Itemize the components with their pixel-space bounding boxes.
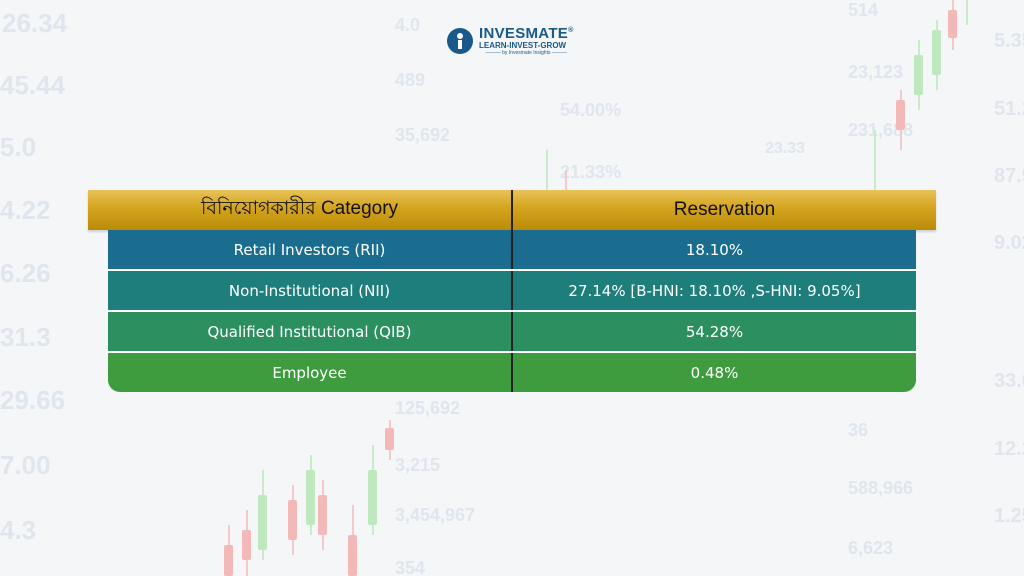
candle-red xyxy=(224,545,233,576)
bg-number: 5.0 xyxy=(0,132,37,162)
category-cell: Retail Investors (RII) xyxy=(108,230,513,269)
bg-number: 36 xyxy=(848,420,869,440)
bg-number: 1.25 xyxy=(994,505,1024,527)
bg-number: 87.9 xyxy=(994,165,1024,187)
candle-green xyxy=(914,55,923,95)
bg-number: 54.00% xyxy=(560,100,622,120)
table-row: Non-Institutional (NII) 27.14% [B-HNI: 1… xyxy=(108,271,916,312)
candle-green xyxy=(368,470,377,525)
candle-green xyxy=(258,495,267,550)
candle-red xyxy=(948,10,957,38)
bg-number: 6.26 xyxy=(0,258,51,288)
bg-number: 125,692 xyxy=(395,398,461,418)
bg-number: 31.3 xyxy=(0,322,51,352)
candle-red xyxy=(385,428,394,450)
header-reservation: Reservation xyxy=(673,199,776,220)
category-cell: Employee xyxy=(108,353,513,392)
candle-wick xyxy=(966,0,968,25)
bg-number: 4.0 xyxy=(395,15,421,35)
candle-red xyxy=(348,535,357,576)
bg-number: 6,623 xyxy=(848,538,894,558)
bg-number: 489 xyxy=(395,70,426,90)
bg-number: 4.22 xyxy=(0,195,51,225)
table-header: বিনিয়োগকারীর Category Reservation xyxy=(88,190,936,230)
bg-number: 5.35 xyxy=(994,30,1024,52)
bg-number: 23,123 xyxy=(848,62,904,82)
category-cell: Non-Institutional (NII) xyxy=(108,271,513,310)
reservation-cell: 18.10% xyxy=(685,240,744,259)
bg-number: 4.3 xyxy=(0,515,37,545)
reservation-cell: 27.14% [B-HNI: 18.10% ,S-HNI: 9.05%] xyxy=(568,281,861,300)
bg-number: 3,454,967 xyxy=(395,505,476,525)
candle-red xyxy=(896,100,905,130)
bg-number: 7.00 xyxy=(0,450,51,480)
invesmate-logo-icon xyxy=(447,28,473,54)
candle-red xyxy=(318,495,327,535)
reservation-cell: 54.28% xyxy=(685,322,744,341)
bg-number: 588,966 xyxy=(848,478,914,498)
table-row: Qualified Institutional (QIB) 54.28% xyxy=(108,312,916,353)
candle-wick xyxy=(565,170,567,190)
bg-number: 23.33 xyxy=(765,140,806,157)
candle-red xyxy=(288,500,297,540)
reservation-cell: 0.48% xyxy=(690,363,739,382)
header-category: বিনিয়োগকারীর Category xyxy=(88,190,513,230)
bg-number: 21.33% xyxy=(560,162,622,182)
bg-number: 29.66 xyxy=(0,385,66,415)
invesmate-logo: INVESMATE® LEARN-INVEST-GROW ——— by Inve… xyxy=(447,26,574,56)
bg-number: 9.02 xyxy=(994,232,1024,254)
bg-number: 51.2 xyxy=(994,98,1024,120)
logo-byline: ——— by Invesmate Insights ——— xyxy=(485,50,567,56)
logo-text: INVESMATE® LEARN-INVEST-GROW ——— by Inve… xyxy=(479,26,574,56)
candle-green xyxy=(932,30,941,75)
candle-red xyxy=(242,530,251,560)
registered-mark: ® xyxy=(568,27,574,34)
bg-number: 514 xyxy=(848,0,879,20)
table-row: Employee 0.48% xyxy=(108,353,916,392)
table-body: Retail Investors (RII) 18.10% Non-Instit… xyxy=(108,230,916,392)
candle-green xyxy=(306,470,315,525)
logo-name: INVESMATE® xyxy=(479,26,574,41)
category-cell: Qualified Institutional (QIB) xyxy=(108,312,513,351)
bg-number: 33.0 xyxy=(994,370,1024,392)
bg-number: 354 xyxy=(395,558,426,576)
table-row: Retail Investors (RII) 18.10% xyxy=(108,230,916,271)
bg-number: 45.44 xyxy=(0,70,66,100)
bg-number: 26.34 xyxy=(2,8,68,38)
logo-tagline: LEARN-INVEST-GROW xyxy=(479,41,567,50)
reservation-table: বিনিয়োগকারীর Category Reservation Retai… xyxy=(88,190,936,392)
bg-number: 12.2 xyxy=(994,438,1024,460)
logo-brand-name: INVESMATE xyxy=(479,25,569,42)
candle-wick xyxy=(546,150,548,190)
bg-number: 35,692 xyxy=(395,125,451,145)
candle-wick xyxy=(874,130,876,190)
bg-number: 3,215 xyxy=(395,455,441,475)
